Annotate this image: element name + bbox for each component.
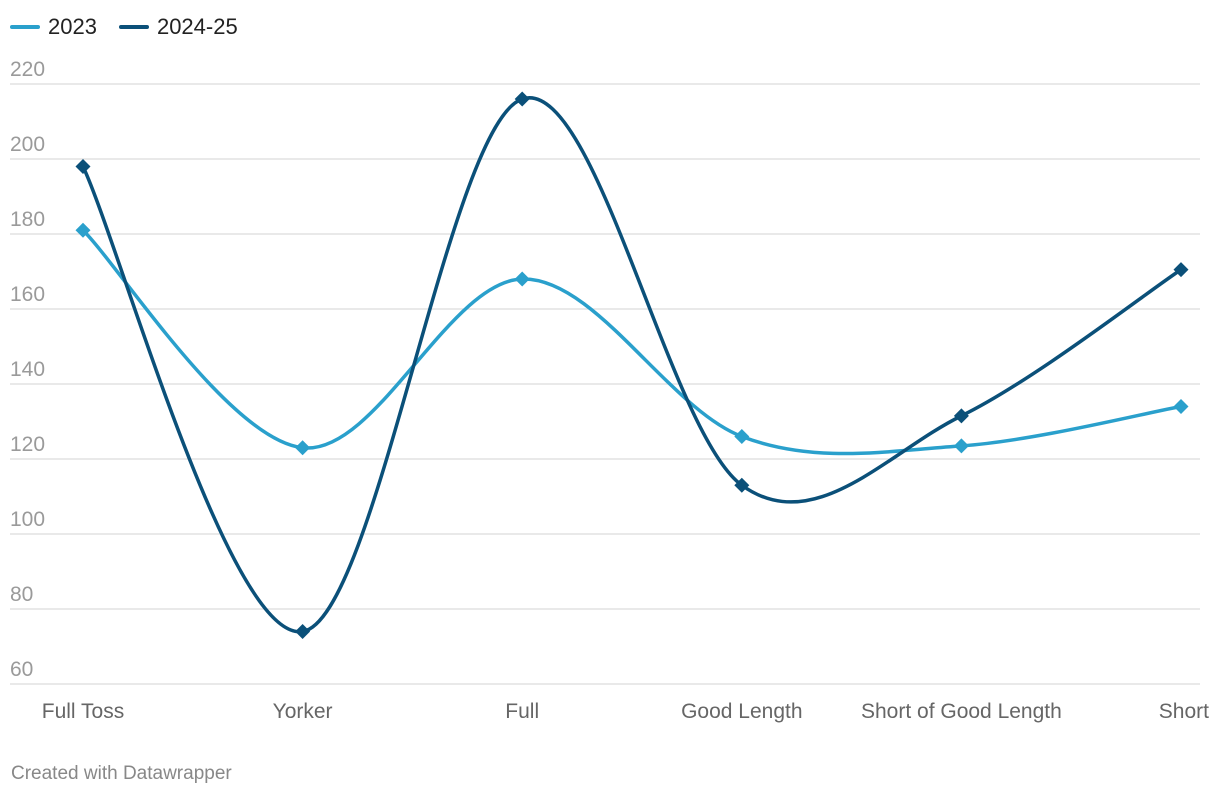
credit-text: Created with Datawrapper <box>11 763 232 784</box>
gridlines <box>10 83 1200 685</box>
data-point-2024-25-yorker[interactable] <box>295 624 311 639</box>
y-tick-label-100: 100 <box>10 508 45 531</box>
y-tick-label-200: 200 <box>10 133 45 156</box>
series-2023 <box>75 222 1189 456</box>
data-point-2024-25-short[interactable] <box>1173 262 1189 278</box>
y-tick-label-80: 80 <box>10 583 33 606</box>
legend-item-2024-25[interactable]: 2024-25 <box>118 14 238 40</box>
series-2024-25 <box>75 91 1189 639</box>
data-point-2023-full-toss[interactable] <box>75 222 91 238</box>
y-tick-label-220: 220 <box>10 58 45 81</box>
series-group <box>75 91 1189 639</box>
y-tick-label-120: 120 <box>10 433 45 456</box>
legend: 2023 2024-25 <box>10 14 238 40</box>
y-axis: 60 80 100 120 140 160 180 200 220 <box>10 58 45 681</box>
legend-swatch-2024-25 <box>118 25 149 29</box>
x-tick-label-5: Short <box>1159 700 1209 723</box>
x-axis: Full Toss Yorker Full Good Length Short of G… <box>42 700 1209 723</box>
y-tick-label-160: 160 <box>10 283 45 306</box>
data-point-2024-25-full-toss[interactable] <box>75 159 91 174</box>
legend-item-2023[interactable]: 2023 <box>10 14 97 40</box>
data-point-2023-yorker[interactable] <box>295 440 311 456</box>
data-point-2024-25-full[interactable] <box>514 91 530 107</box>
data-point-2024-25-good-length[interactable] <box>734 477 750 493</box>
y-tick-label-180: 180 <box>10 208 45 231</box>
x-tick-label-3: Good Length <box>681 700 802 723</box>
legend-swatch-2023 <box>10 25 40 29</box>
data-point-2023-short-of-good-length[interactable] <box>953 438 969 454</box>
y-tick-label-60: 60 <box>10 658 33 681</box>
data-point-2023-good-length[interactable] <box>734 429 750 444</box>
x-tick-label-1: Yorker <box>273 700 333 723</box>
series-line-2024-25 <box>81 96 1183 634</box>
data-point-2024-25-short-of-good-length[interactable] <box>953 408 969 424</box>
x-tick-label-0: Full Toss <box>42 700 124 723</box>
x-tick-label-2: Full <box>505 700 539 723</box>
legend-label-2023: 2023 <box>48 14 97 39</box>
data-point-2023-full[interactable] <box>514 271 530 287</box>
y-tick-label-140: 140 <box>10 358 45 381</box>
legend-label-2024-25: 2024-25 <box>156 14 238 39</box>
x-tick-label-4: Short of Good Length <box>861 700 1062 723</box>
data-point-2023-short[interactable] <box>1173 399 1189 414</box>
